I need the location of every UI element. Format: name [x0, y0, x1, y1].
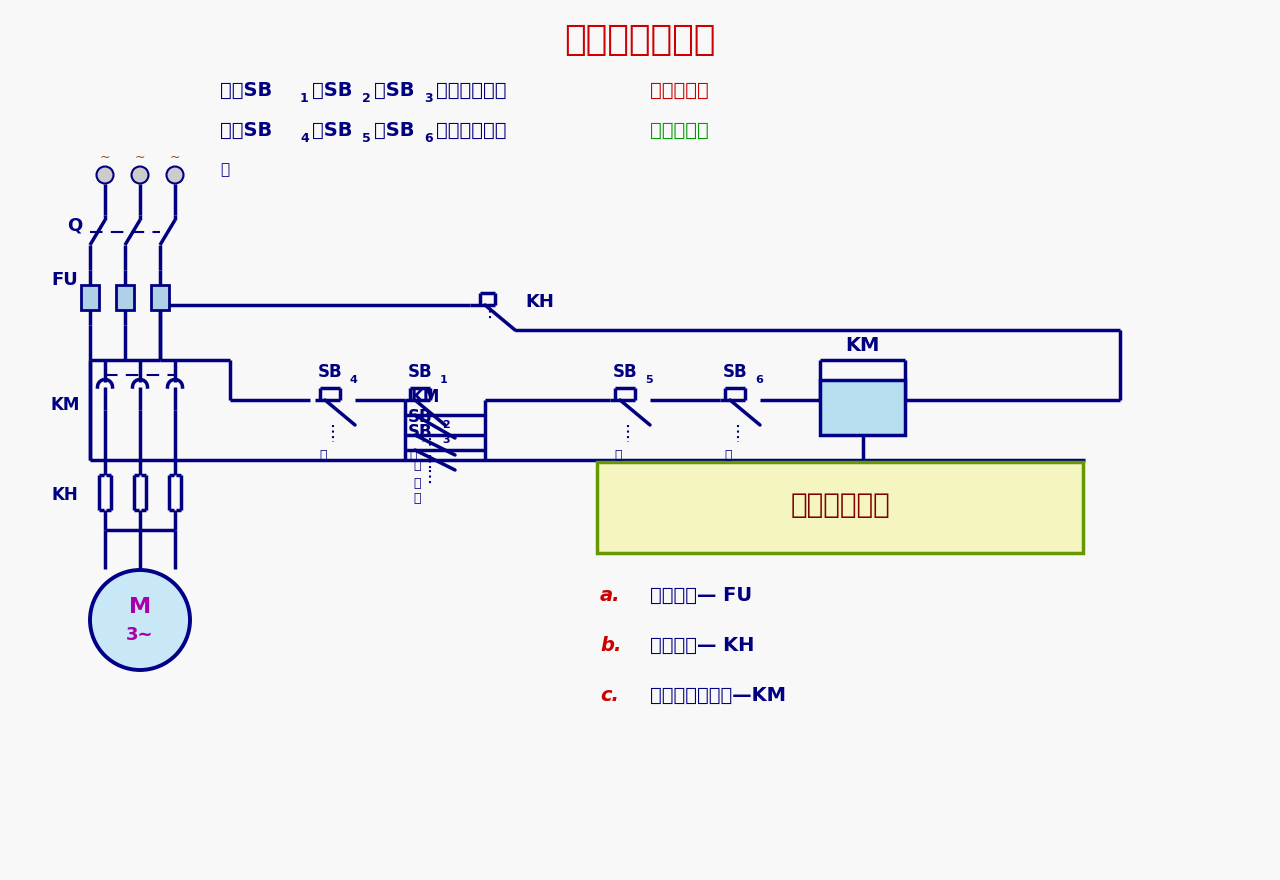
Text: 多地点停机: 多地点停机 [650, 121, 709, 140]
Text: FU: FU [51, 271, 78, 289]
Text: c.: c. [600, 686, 618, 705]
Bar [820, 380, 905, 435]
Circle shape [90, 570, 189, 670]
Text: 过载保护— KH: 过载保护— KH [650, 635, 754, 655]
Text: 三种保护作用: 三种保护作用 [790, 490, 890, 518]
Text: 3~: 3~ [127, 626, 154, 644]
Text: 山: 山 [413, 492, 421, 504]
Text: 6: 6 [755, 375, 763, 385]
Circle shape [166, 166, 183, 184]
Text: SB: SB [408, 423, 433, 441]
Text: 短路保护— FU: 短路保护— FU [650, 585, 753, 605]
Text: 6: 6 [424, 131, 433, 144]
Text: ~: ~ [134, 150, 146, 164]
Text: 2: 2 [362, 92, 371, 105]
Text: 利用SB: 利用SB [220, 80, 273, 99]
Text: 利用SB: 利用SB [220, 121, 273, 140]
Text: KM: KM [845, 335, 879, 355]
Text: 3: 3 [442, 435, 449, 445]
Text: 山: 山 [724, 449, 732, 461]
Text: 5: 5 [362, 131, 371, 144]
Text: a.: a. [600, 585, 621, 605]
Text: SB: SB [317, 363, 343, 381]
Text: 山: 山 [413, 476, 421, 489]
Text: KM: KM [410, 388, 439, 406]
Text: KH: KH [525, 293, 554, 311]
Text: 并联，可实现: 并联，可实现 [436, 80, 507, 99]
Text: SB: SB [723, 363, 748, 381]
Text: 1: 1 [440, 375, 448, 385]
Text: M: M [129, 597, 151, 617]
Text: 5: 5 [645, 375, 653, 385]
Text: 山: 山 [413, 458, 421, 472]
Circle shape [132, 166, 148, 184]
FancyBboxPatch shape [596, 462, 1083, 553]
Text: SB: SB [408, 363, 433, 381]
Text: 、SB: 、SB [374, 80, 415, 99]
Text: 、SB: 、SB [312, 121, 352, 140]
Text: SB: SB [613, 363, 637, 381]
Bar [151, 285, 169, 310]
Text: 山: 山 [319, 449, 326, 461]
Text: 2: 2 [442, 420, 449, 430]
Text: 4: 4 [300, 131, 308, 144]
Text: KH: KH [51, 486, 78, 504]
Text: 山: 山 [614, 449, 622, 461]
Circle shape [96, 166, 114, 184]
Text: 1: 1 [300, 92, 308, 105]
Text: b.: b. [600, 635, 621, 655]
Text: 、SB: 、SB [312, 80, 352, 99]
Text: 多地点控制线路: 多地点控制线路 [564, 23, 716, 57]
Text: ~: ~ [100, 150, 110, 164]
Text: Q: Q [68, 216, 83, 234]
Text: 零压、欠压保护—KM: 零压、欠压保护—KM [650, 686, 786, 705]
Text: 多地点起动: 多地点起动 [650, 80, 709, 99]
Text: 串联，可实现: 串联，可实现 [436, 121, 507, 140]
Text: SB: SB [408, 408, 433, 426]
Text: KM: KM [50, 396, 79, 414]
Text: 、SB: 、SB [374, 121, 415, 140]
Bar [116, 285, 134, 310]
Text: 3: 3 [424, 92, 433, 105]
Text: ~: ~ [170, 150, 180, 164]
Text: 4: 4 [349, 375, 358, 385]
Text: 。: 。 [220, 163, 229, 178]
Text: 山: 山 [410, 449, 417, 461]
Bar [81, 285, 99, 310]
